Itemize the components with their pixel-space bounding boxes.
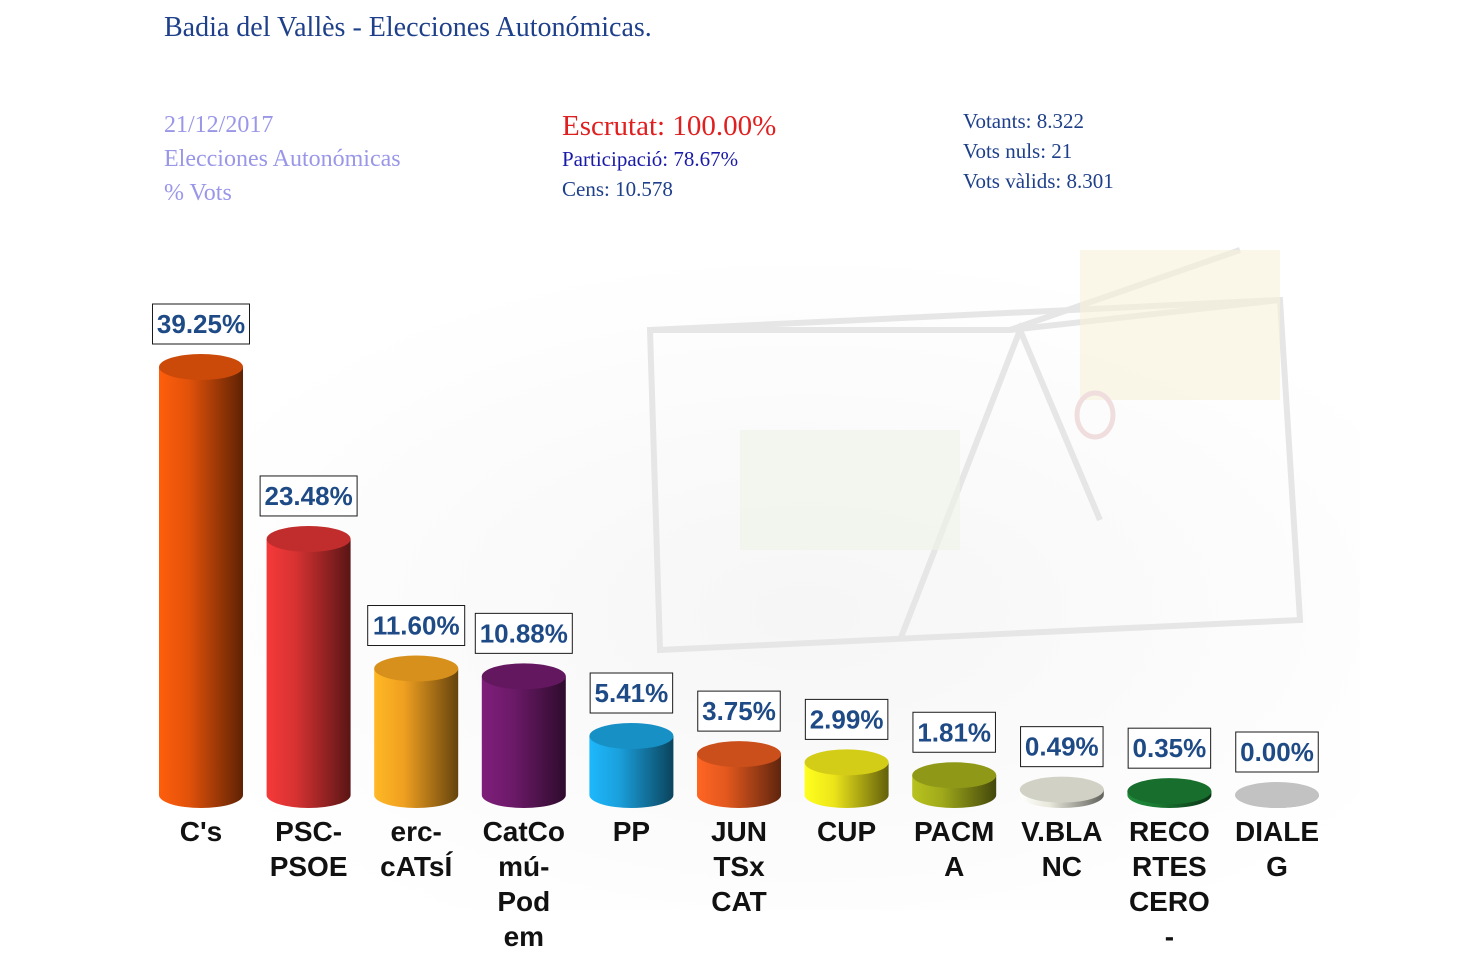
category-label: CUP <box>817 816 876 847</box>
bar-top <box>589 723 674 750</box>
category-label: PP <box>613 816 650 847</box>
category-label: PSC-PSOE <box>270 816 348 882</box>
value-label-box <box>152 303 250 345</box>
value-label: 0.49% <box>1025 732 1099 762</box>
election-name: Elecciones Autonómicas <box>164 146 401 172</box>
value-label-box <box>259 475 358 517</box>
value-label: 0.00% <box>1240 737 1314 767</box>
bar <box>266 525 351 808</box>
vots-nuls-text: Vots nuls: 21 <box>963 139 1073 163</box>
escrutat-text: Escrutat: 100.00% <box>562 110 777 142</box>
bar-top <box>159 354 243 380</box>
bar <box>1235 782 1319 808</box>
bar <box>589 723 674 808</box>
bar-body <box>481 676 566 808</box>
bar-body <box>589 736 674 808</box>
bar-top <box>912 762 997 789</box>
bar-body <box>374 668 459 808</box>
value-label-box <box>1127 727 1212 769</box>
value-label-box <box>589 672 674 714</box>
category-label: DIALE G <box>1235 816 1319 882</box>
category-label: C's <box>180 816 222 847</box>
page-title: Badia del Vallès - Elecciones Autonómica… <box>164 12 652 43</box>
bar-top <box>1127 778 1212 805</box>
category-label: V.BLA NC <box>1021 816 1102 882</box>
value-label: 5.41% <box>595 678 669 708</box>
bar-top <box>481 663 566 690</box>
value-label-box <box>697 690 781 732</box>
participacio-text: Participació: 78.67% <box>562 147 739 171</box>
bar-top <box>266 525 351 552</box>
category-label: RECO RTES CERO - <box>1129 816 1210 952</box>
bar-body <box>266 538 351 808</box>
bar <box>159 354 243 808</box>
value-label-box <box>1235 731 1319 773</box>
value-label-box <box>367 605 466 647</box>
value-label-box <box>912 711 996 753</box>
bar-top <box>804 749 889 776</box>
bar-top <box>1019 776 1104 803</box>
value-label: 2.99% <box>810 704 884 734</box>
bar-body <box>159 367 243 808</box>
value-label-box <box>1020 726 1104 768</box>
bar-body <box>697 754 781 808</box>
bar-top <box>1235 782 1319 808</box>
votants-text: Votants: 8.322 <box>963 109 1084 133</box>
bar-top <box>697 741 781 768</box>
value-label: 11.60% <box>373 611 460 641</box>
value-label-box <box>804 698 889 740</box>
bar <box>804 749 889 808</box>
bar-body <box>804 762 889 808</box>
bar-top <box>374 655 459 682</box>
bar <box>912 762 997 808</box>
value-label: 3.75% <box>702 696 776 726</box>
category-label: JUN TSx CAT <box>711 816 767 917</box>
bar <box>1127 778 1212 808</box>
category-label: CatCo mú-Pod em <box>483 816 565 952</box>
bar <box>374 655 459 808</box>
value-label: 0.35% <box>1133 733 1207 763</box>
votes-info: Votants: 8.322 Vots nuls: 21 Vots vàlids… <box>963 106 1114 196</box>
category-label: erc-cATsÍ <box>380 816 453 882</box>
value-label: 10.88% <box>480 618 568 648</box>
value-label: 39.25% <box>157 309 245 339</box>
bar <box>481 663 566 808</box>
value-label: 23.48% <box>265 481 353 511</box>
bar <box>1019 776 1104 808</box>
value-label: 1.81% <box>917 717 991 747</box>
vots-valids-text: Vots vàlids: 8.301 <box>963 169 1114 193</box>
cens-text: Cens: 10.578 <box>562 177 673 201</box>
count-info: Escrutat: 100.00% Participació: 78.67% C… <box>562 108 776 204</box>
measure-label: % Vots <box>164 180 232 206</box>
election-date: 21/12/2017 <box>164 112 274 138</box>
bar <box>697 741 781 808</box>
election-info: 21/12/2017 Elecciones Autonómicas % Vots <box>164 108 401 210</box>
category-label: PACM A <box>914 816 994 882</box>
value-label-box <box>474 612 573 654</box>
